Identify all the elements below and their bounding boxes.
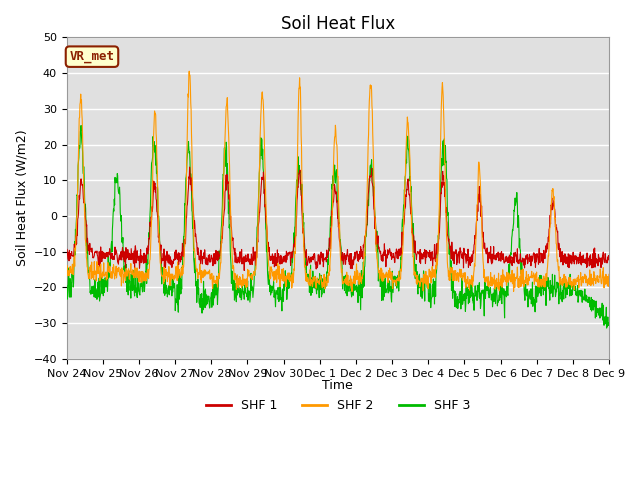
SHF 2 <box>184 133 191 139</box>
SHF 2 <box>244 273 252 278</box>
SHF 3 <box>422 281 430 287</box>
Legend: SHF 1, SHF 2, SHF 3: SHF 1, SHF 2, SHF 3 <box>201 394 475 417</box>
SHF 1 <box>241 268 248 274</box>
SHF 2 <box>63 270 70 276</box>
SHF 3 <box>541 283 548 288</box>
SHF 3 <box>77 122 85 128</box>
SHF 3 <box>171 280 179 286</box>
SHF 1 <box>245 255 253 261</box>
SHF 2 <box>186 68 193 74</box>
Line: SHF 2: SHF 2 <box>67 71 609 291</box>
SHF 2 <box>423 282 431 288</box>
SHF 3 <box>605 321 612 326</box>
SHF 1 <box>63 246 70 252</box>
SHF 3 <box>603 325 611 331</box>
Title: Soil Heat Flux: Soil Heat Flux <box>281 15 395 33</box>
SHF 3 <box>244 288 252 294</box>
SHF 2 <box>493 282 501 288</box>
SHF 1 <box>170 257 178 263</box>
Line: SHF 1: SHF 1 <box>67 167 609 271</box>
SHF 1 <box>423 254 431 260</box>
SHF 1 <box>184 202 191 208</box>
SHF 2 <box>605 272 612 277</box>
X-axis label: Time: Time <box>323 379 353 392</box>
SHF 3 <box>63 283 70 288</box>
SHF 1 <box>186 164 193 170</box>
SHF 1 <box>605 257 612 263</box>
SHF 2 <box>170 273 178 279</box>
Text: VR_met: VR_met <box>70 50 115 63</box>
SHF 1 <box>493 254 501 260</box>
Y-axis label: Soil Heat Flux (W/m2): Soil Heat Flux (W/m2) <box>15 130 28 266</box>
SHF 3 <box>184 148 191 154</box>
SHF 3 <box>493 293 501 299</box>
Line: SHF 3: SHF 3 <box>67 125 609 328</box>
SHF 2 <box>348 288 356 294</box>
SHF 2 <box>541 278 549 284</box>
SHF 1 <box>541 252 549 257</box>
